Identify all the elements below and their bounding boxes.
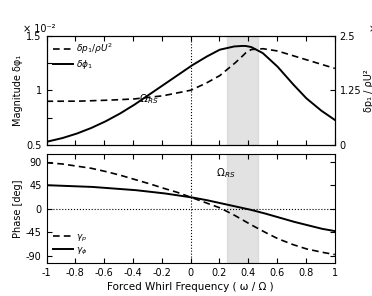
Y-axis label: δp₁ / ρU²: δp₁ / ρU² <box>364 69 372 112</box>
Y-axis label: Magnitude δφ₁: Magnitude δφ₁ <box>13 55 23 126</box>
Y-axis label: Phase [deg]: Phase [deg] <box>13 179 23 238</box>
X-axis label: Forced Whirl Frequency ( ω / Ω ): Forced Whirl Frequency ( ω / Ω ) <box>108 282 274 292</box>
Text: × 10⁻³: × 10⁻³ <box>369 25 372 34</box>
Text: × 10⁻²: × 10⁻² <box>23 25 56 34</box>
Legend: $\gamma_p$, $\gamma_\phi$: $\gamma_p$, $\gamma_\phi$ <box>51 231 89 259</box>
Text: $\Omega_{RS}$: $\Omega_{RS}$ <box>139 92 158 106</box>
Bar <box>227 36 259 145</box>
Text: $\Omega_{RS}$: $\Omega_{RS}$ <box>215 167 235 181</box>
Bar <box>227 154 259 263</box>
Legend: $\delta p_1 / \rho U^2$, $\delta\phi_1$: $\delta p_1 / \rho U^2$, $\delta\phi_1$ <box>51 40 115 73</box>
